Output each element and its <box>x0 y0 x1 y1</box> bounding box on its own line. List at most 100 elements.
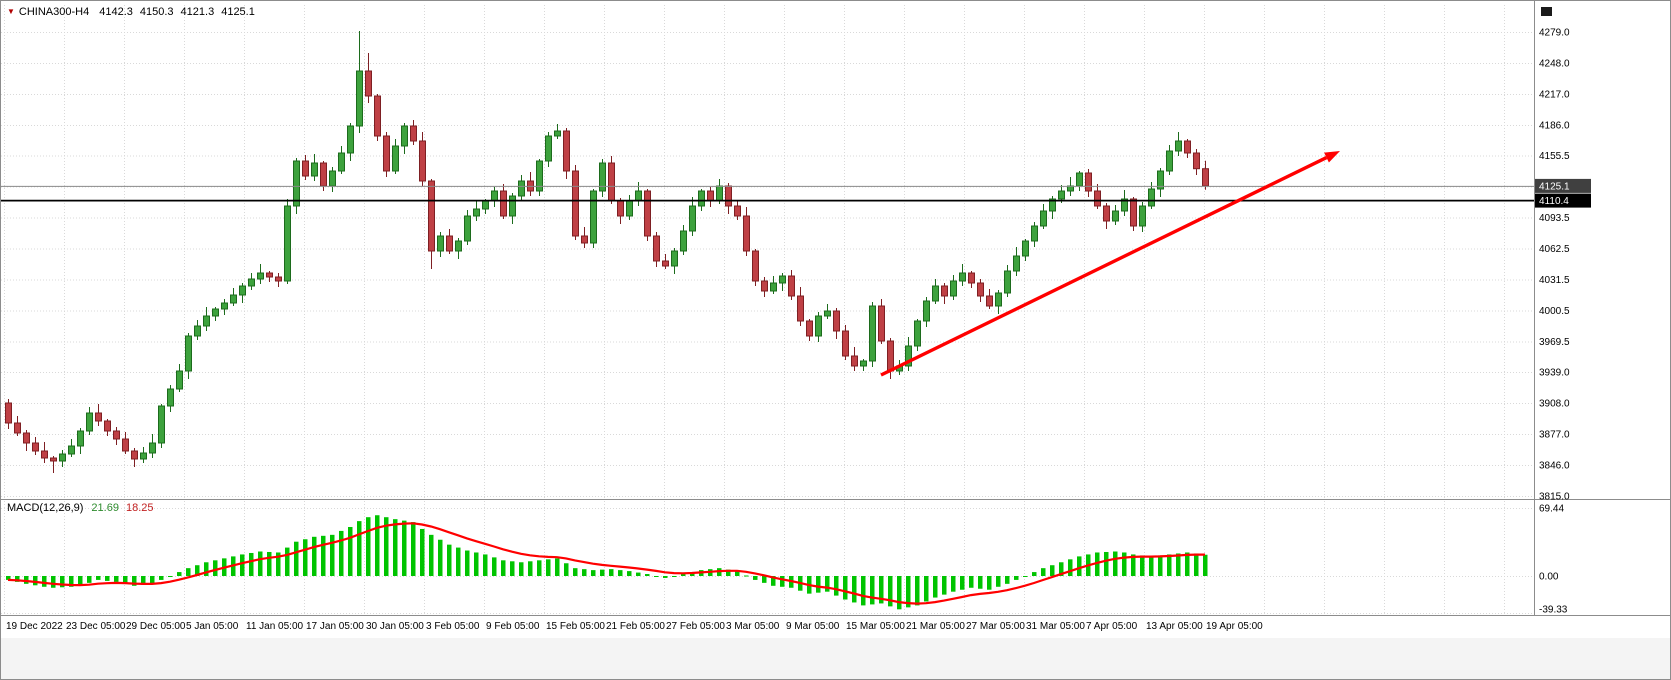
bid-price-tag <box>1535 178 1591 193</box>
candle-bull <box>590 190 597 244</box>
candle-bull <box>1004 270 1011 294</box>
candle-bear <box>563 130 570 172</box>
price-tick-label: 4062.5 <box>1539 244 1570 255</box>
candle-bull <box>1013 255 1020 272</box>
macd-bar <box>1149 556 1154 576</box>
candle-bear <box>941 285 948 297</box>
price-tick-label: 3939.0 <box>1539 368 1570 379</box>
macd-bar <box>1176 553 1181 576</box>
time-tick-label: 9 Feb 05:00 <box>486 621 540 632</box>
macd-bar <box>123 576 128 584</box>
candle-bull <box>1166 150 1173 172</box>
macd-bar <box>96 576 101 580</box>
macd-bar <box>1113 551 1118 576</box>
price-tick-label: 3815.0 <box>1539 492 1570 503</box>
macd-bar <box>1005 576 1010 584</box>
candle-bear <box>1193 152 1200 170</box>
candle-bull <box>518 180 525 197</box>
candle-bull <box>599 162 606 192</box>
candlestick-series[interactable] <box>5 31 1209 473</box>
macd-bar <box>168 576 173 577</box>
candle-bear <box>500 190 507 217</box>
macd-bar <box>528 561 533 576</box>
macd-bar <box>1032 572 1037 576</box>
chart-plot-area[interactable] <box>1 1 1534 613</box>
macd-bar <box>420 528 425 576</box>
candle-bear <box>1103 205 1110 222</box>
macd-bar <box>942 576 947 595</box>
candle-bull <box>239 285 246 296</box>
candle-bull <box>959 272 966 282</box>
candle-bull <box>347 125 354 154</box>
macd-axis[interactable]: 69.44 0.00 -39.33 <box>1539 503 1568 615</box>
macd-bar <box>132 576 137 586</box>
macd-bar <box>258 551 263 576</box>
macd-bar <box>681 574 686 576</box>
macd-bar <box>465 550 470 576</box>
candle-bear <box>365 70 372 97</box>
macd-bar <box>429 534 434 576</box>
macd-bar <box>186 568 191 576</box>
macd-bar <box>276 552 281 576</box>
candle-bear <box>23 432 30 444</box>
trend-arrow[interactable] <box>880 151 1340 377</box>
candle-bull <box>1031 225 1038 242</box>
candle-bear <box>14 422 21 434</box>
macd-bar <box>519 562 524 576</box>
candle-bear <box>797 295 804 322</box>
macd-bar <box>654 576 659 577</box>
candle-bear <box>275 276 282 282</box>
macd-bar <box>816 576 821 593</box>
candle-bear <box>266 272 273 278</box>
macd-bar <box>15 576 20 582</box>
candle-bull <box>995 292 1002 307</box>
candle-bull <box>338 152 345 172</box>
candle-bear <box>752 250 759 282</box>
macd-bar <box>618 570 623 576</box>
candle-bear <box>644 190 651 237</box>
macd-bar <box>366 517 371 576</box>
candle-bull <box>356 70 363 127</box>
ohlc-high: 4150.3 <box>139 6 174 18</box>
macd-bar <box>996 576 1001 587</box>
candle-bear <box>986 295 993 307</box>
time-tick-label: 7 Apr 05:00 <box>1086 621 1138 632</box>
time-tick-label: 31 Mar 05:00 <box>1026 621 1085 632</box>
macd-bar <box>348 527 353 576</box>
macd-bar <box>69 576 74 587</box>
candle-bull <box>68 445 75 455</box>
candle-bull <box>392 145 399 172</box>
candle-bear <box>581 235 588 244</box>
macd-bar <box>1122 552 1127 576</box>
macd-bar <box>33 576 38 586</box>
macd-bar <box>834 576 839 596</box>
time-axis[interactable]: 19 Dec 2022 23 Dec 05:00 29 Dec 05:00 5 Jan… <box>6 621 1263 632</box>
time-tick-label: 17 Jan 05:00 <box>306 621 364 632</box>
time-tick-label: 23 Dec 05:00 <box>66 621 126 632</box>
price-axis[interactable]: 4279.04248.04217.04186.04155.54124.54093… <box>1535 28 1591 503</box>
macd-bar <box>510 561 515 576</box>
candle-bull <box>1040 210 1047 227</box>
macd-signal-line <box>7 522 1205 605</box>
macd-bar <box>492 557 497 576</box>
candle-bear <box>653 235 660 262</box>
macd-bar <box>384 517 389 576</box>
time-tick-label: 30 Jan 05:00 <box>366 621 424 632</box>
symbol-title: CHINA300-H4 <box>18 6 90 18</box>
candle-bull <box>932 285 939 302</box>
macd-bar <box>582 569 587 576</box>
macd-bar <box>933 576 938 598</box>
macd-bar <box>339 530 344 576</box>
macd-bar <box>330 534 335 576</box>
macd-bar <box>978 576 983 589</box>
time-tick-label: 21 Mar 05:00 <box>906 621 965 632</box>
symbol-dropdown-icon[interactable]: ▼ <box>7 7 15 16</box>
macd-bar <box>213 560 218 576</box>
candle-bear <box>428 180 435 252</box>
macd-bar <box>771 576 776 586</box>
candle-bull <box>671 250 678 267</box>
macd-bar <box>402 520 407 576</box>
candle-bull <box>203 315 210 327</box>
candle-bear <box>410 125 417 142</box>
